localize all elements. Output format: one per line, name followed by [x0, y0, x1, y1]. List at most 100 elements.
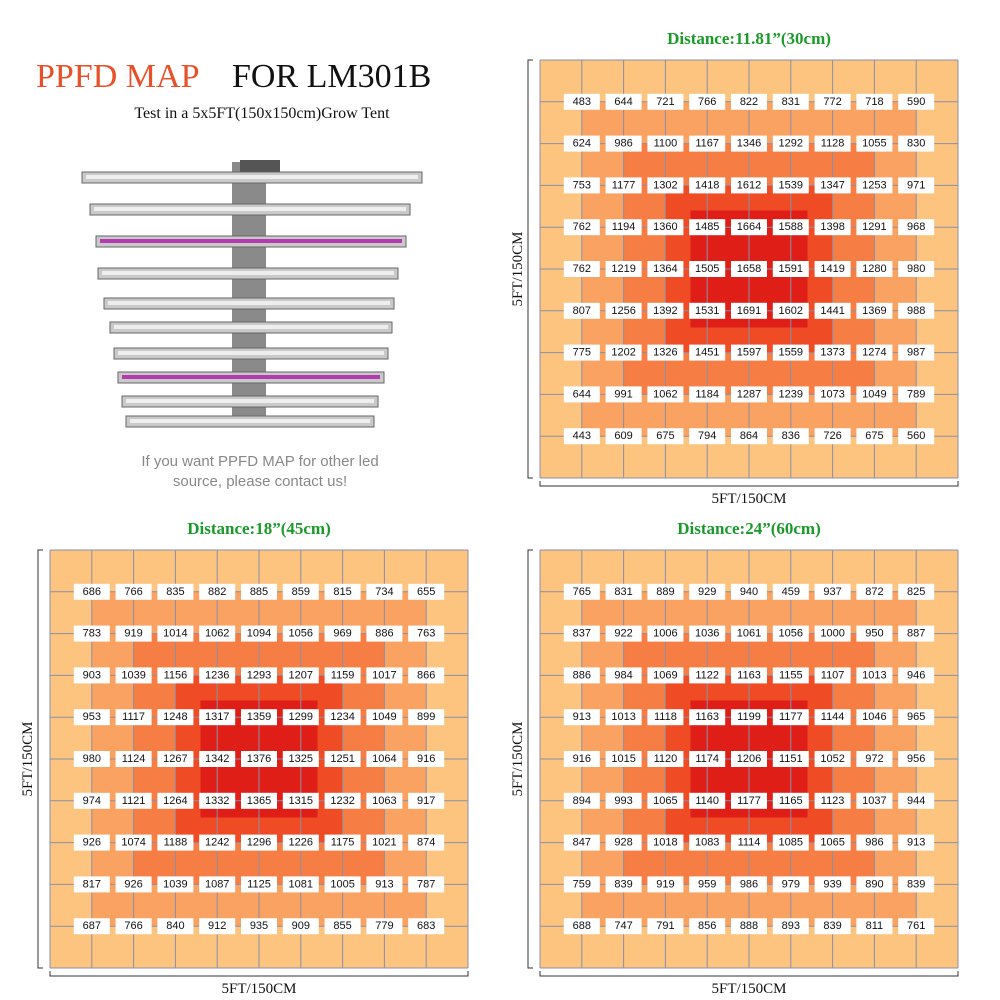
ppfd-value: 590	[907, 96, 925, 108]
value-box	[115, 751, 152, 767]
ppfd-value: 986	[865, 837, 883, 849]
ppfd-value: 1125	[247, 878, 271, 890]
value-box	[772, 751, 809, 767]
value-box	[324, 876, 361, 893]
value-box	[647, 751, 684, 767]
ppfd-map: Distance:11.81”(30cm) 483 644 721 766 822 831 7…	[510, 29, 959, 507]
ppfd-value: 1315	[289, 795, 313, 807]
value-box	[115, 667, 152, 684]
value-box	[605, 177, 642, 194]
value-box	[199, 876, 236, 893]
ppfd-value: 937	[823, 586, 841, 598]
value-box	[115, 709, 152, 726]
ppfd-value: 1013	[862, 669, 886, 681]
ppfd-value: 1006	[653, 628, 677, 640]
ppfd-value: 1597	[737, 347, 761, 359]
ppfd-value: 817	[83, 878, 101, 890]
ppfd-value: 913	[907, 837, 925, 849]
value-box	[772, 261, 809, 277]
ppfd-value: 856	[698, 920, 716, 932]
value-box	[282, 918, 319, 935]
ppfd-value: 783	[83, 628, 101, 640]
ppfd-value: 1239	[779, 388, 803, 400]
ppfd-value: 1226	[289, 837, 313, 849]
ppfd-value: 1083	[695, 837, 719, 849]
ppfd-value: 979	[782, 878, 800, 890]
ppfd-value: 1664	[737, 221, 761, 233]
ppfd-value: 772	[823, 96, 841, 108]
value-box	[282, 751, 319, 767]
value-box	[647, 93, 684, 110]
value-box	[282, 583, 319, 600]
ppfd-value: 1165	[779, 795, 803, 807]
ppfd-value: 686	[83, 586, 101, 598]
ppfd-map: Distance:24”(60cm) 765 831 889 929 940 459 937 8…	[510, 519, 959, 997]
ppfd-value: 1062	[653, 388, 677, 400]
value-box	[814, 667, 851, 684]
ppfd-value: 1087	[205, 878, 229, 890]
ppfd-value: 1588	[779, 221, 803, 233]
ppfd-value: 993	[614, 795, 632, 807]
ppfd-value: 1287	[737, 388, 761, 400]
ppfd-value: 980	[83, 753, 101, 765]
ppfd-value: 1013	[611, 711, 635, 723]
ppfd-value: 1039	[121, 669, 145, 681]
value-box	[731, 834, 767, 851]
ppfd-value: 974	[83, 795, 101, 807]
ppfd-value: 1232	[330, 795, 354, 807]
value-box	[898, 93, 935, 110]
ppfd-value: 894	[573, 795, 591, 807]
ppfd-value: 859	[292, 586, 310, 598]
value-box	[199, 792, 236, 809]
ppfd-value: 1118	[654, 711, 677, 723]
ppfd-value: 1064	[372, 753, 396, 765]
ppfd-value: 1256	[611, 305, 635, 317]
ppfd-value: 1049	[372, 711, 396, 723]
value-box	[898, 876, 935, 893]
y-bracket	[37, 549, 43, 969]
ppfd-value: 1123	[821, 795, 845, 807]
value-box	[772, 834, 809, 851]
ppfd-value: 1253	[862, 179, 886, 191]
value-box	[199, 667, 236, 684]
ppfd-value: 1302	[653, 179, 677, 191]
value-box	[856, 709, 893, 726]
value-box	[731, 386, 767, 403]
value-box	[856, 625, 893, 642]
value-box	[647, 344, 684, 361]
value-box	[73, 918, 110, 935]
ppfd-value: 687	[83, 920, 101, 932]
ppfd-value: 887	[907, 628, 925, 640]
ppfd-value: 986	[614, 138, 632, 150]
value-box	[199, 583, 236, 600]
ppfd-value: 969	[333, 628, 351, 640]
value-box	[731, 344, 767, 361]
ppfd-value: 1248	[163, 711, 187, 723]
ppfd-value: 831	[614, 586, 632, 598]
ppfd-value: 971	[907, 179, 925, 191]
ppfd-value: 1107	[821, 669, 845, 681]
ppfd-value: 1194	[612, 221, 636, 233]
value-box	[814, 344, 851, 361]
value-box	[856, 344, 893, 361]
value-box	[647, 834, 684, 851]
ppfd-value: 655	[417, 586, 435, 598]
value-box	[814, 386, 851, 403]
value-box	[689, 261, 726, 277]
value-box	[199, 625, 236, 642]
ppfd-value: 759	[573, 878, 591, 890]
value-box	[772, 667, 809, 684]
ppfd-value: 1055	[862, 138, 886, 150]
ppfd-value: 1175	[331, 837, 355, 849]
y-bracket	[527, 59, 533, 479]
ppfd-value: 1234	[330, 711, 354, 723]
ppfd-value: 1267	[163, 753, 187, 765]
ppfd-value: 1159	[331, 669, 355, 681]
ppfd-value: 459	[782, 586, 800, 598]
ppfd-value: 1296	[247, 837, 271, 849]
value-box	[772, 583, 809, 600]
ppfd-value: 726	[823, 430, 841, 442]
ppfd-value: 972	[865, 753, 883, 765]
ppfd-value: 763	[417, 628, 435, 640]
ppfd-value: 888	[740, 920, 758, 932]
